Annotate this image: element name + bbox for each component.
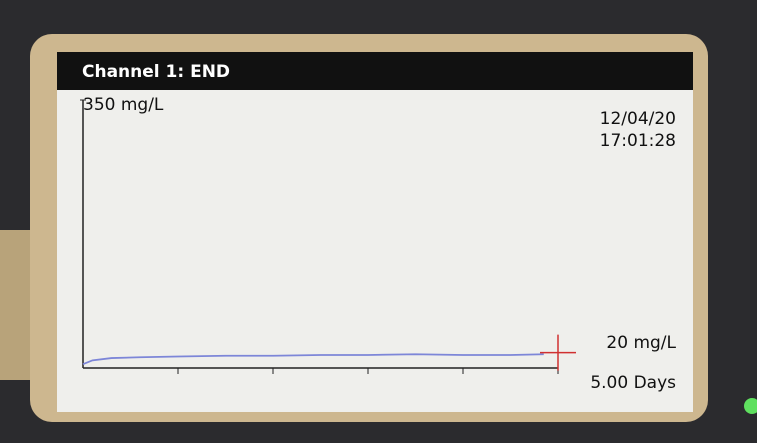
device-photo: Channel 1: END 12/04/20 17:01:28 350 mg/…	[0, 0, 757, 443]
current-label: 20 mg/L	[606, 333, 676, 353]
date: 12/04/20	[600, 109, 676, 129]
x-tick-label: 5.00 Days	[590, 373, 676, 393]
time: 17:01:28	[600, 131, 676, 151]
chart-title: Channel 1: END	[82, 62, 230, 82]
y-tick-label: 350 mg/L	[83, 95, 164, 115]
